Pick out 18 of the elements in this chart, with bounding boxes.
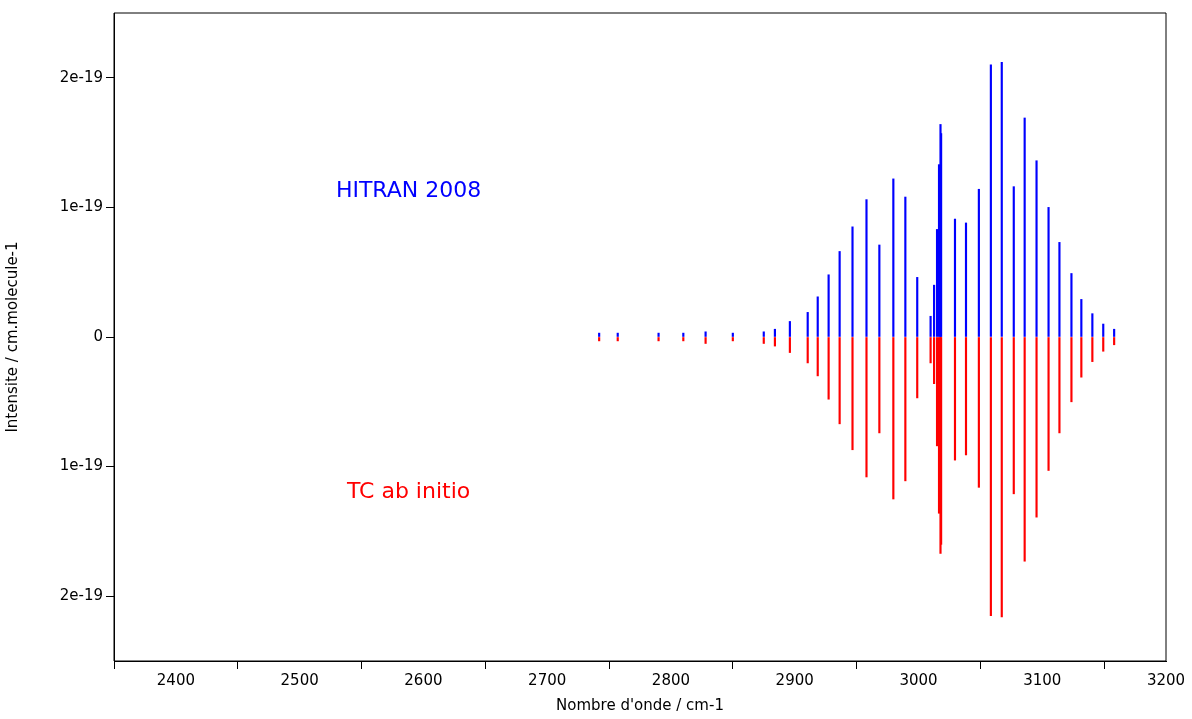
x-tick-label: 2700 <box>528 670 567 689</box>
text: TC ab initio <box>345 478 471 504</box>
x-tick-label: 2600 <box>404 670 443 689</box>
y-tick-label: 2e-19 <box>59 586 103 605</box>
y-tick-label: 0 <box>93 326 103 345</box>
x-tick-label: 2900 <box>775 670 814 689</box>
text: HITRAN 2008 <box>335 176 482 202</box>
y-tick-label: 2e-19 <box>59 67 103 86</box>
y-axis-title: Intensite / cm.molecule-1 <box>2 241 21 433</box>
x-tick-label: 2800 <box>651 670 691 689</box>
x-axis-title: Nombre d'onde / cm-1 <box>556 695 724 714</box>
x-tick-label: 2500 <box>280 670 319 689</box>
y-tick-label: 1e-19 <box>59 456 103 475</box>
x-tick-label: 3200 <box>1146 670 1186 689</box>
x-tick-label: 3100 <box>1023 670 1062 689</box>
x-tick-label: 3000 <box>899 670 938 689</box>
y-tick-label: 1e-19 <box>59 197 103 216</box>
x-tick-label: 2400 <box>156 670 195 689</box>
